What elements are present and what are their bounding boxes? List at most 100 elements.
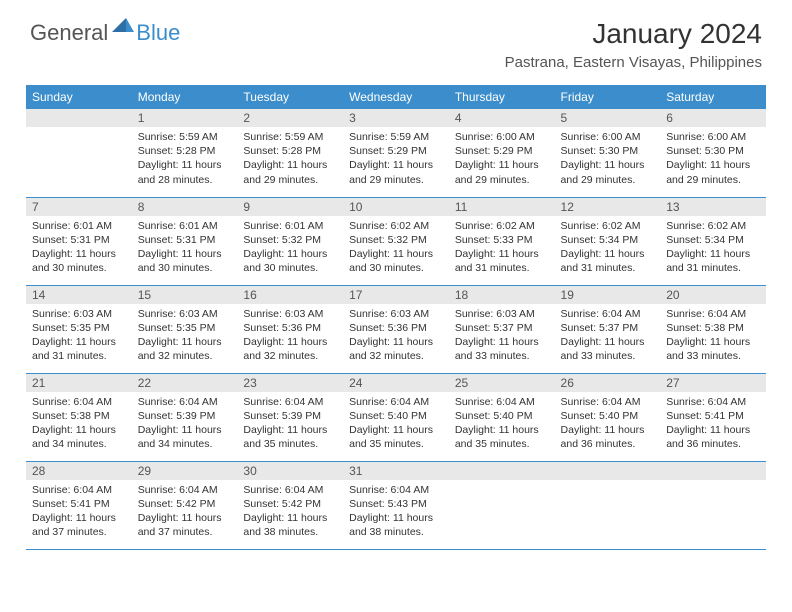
day-cell: 3Sunrise: 5:59 AMSunset: 5:29 PMDaylight…	[343, 109, 449, 197]
day-number	[449, 462, 555, 480]
day-number: 5	[555, 109, 661, 127]
day-number: 25	[449, 374, 555, 392]
day-cell: 24Sunrise: 6:04 AMSunset: 5:40 PMDayligh…	[343, 373, 449, 461]
day-number: 3	[343, 109, 449, 127]
day-details: Sunrise: 6:03 AMSunset: 5:36 PMDaylight:…	[343, 304, 449, 368]
day-details: Sunrise: 6:03 AMSunset: 5:35 PMDaylight:…	[26, 304, 132, 368]
day-cell	[555, 461, 661, 549]
day-details: Sunrise: 6:04 AMSunset: 5:40 PMDaylight:…	[449, 392, 555, 456]
day-details: Sunrise: 6:04 AMSunset: 5:37 PMDaylight:…	[555, 304, 661, 368]
header: General Blue January 2024 Pastrana, East…	[0, 0, 792, 77]
day-cell: 10Sunrise: 6:02 AMSunset: 5:32 PMDayligh…	[343, 197, 449, 285]
day-number: 22	[132, 374, 238, 392]
day-cell: 17Sunrise: 6:03 AMSunset: 5:36 PMDayligh…	[343, 285, 449, 373]
col-tuesday: Tuesday	[237, 85, 343, 109]
day-details: Sunrise: 6:03 AMSunset: 5:35 PMDaylight:…	[132, 304, 238, 368]
day-cell: 31Sunrise: 6:04 AMSunset: 5:43 PMDayligh…	[343, 461, 449, 549]
day-number: 31	[343, 462, 449, 480]
day-details: Sunrise: 6:02 AMSunset: 5:33 PMDaylight:…	[449, 216, 555, 280]
day-cell: 19Sunrise: 6:04 AMSunset: 5:37 PMDayligh…	[555, 285, 661, 373]
day-number: 30	[237, 462, 343, 480]
day-number	[555, 462, 661, 480]
day-details: Sunrise: 6:04 AMSunset: 5:41 PMDaylight:…	[26, 480, 132, 544]
day-details: Sunrise: 6:00 AMSunset: 5:29 PMDaylight:…	[449, 127, 555, 191]
day-cell: 23Sunrise: 6:04 AMSunset: 5:39 PMDayligh…	[237, 373, 343, 461]
day-details: Sunrise: 5:59 AMSunset: 5:28 PMDaylight:…	[132, 127, 238, 191]
day-number: 28	[26, 462, 132, 480]
day-details: Sunrise: 6:03 AMSunset: 5:36 PMDaylight:…	[237, 304, 343, 368]
logo-triangle-icon	[112, 18, 134, 37]
day-details: Sunrise: 6:01 AMSunset: 5:31 PMDaylight:…	[26, 216, 132, 280]
day-details: Sunrise: 6:02 AMSunset: 5:32 PMDaylight:…	[343, 216, 449, 280]
day-cell: 21Sunrise: 6:04 AMSunset: 5:38 PMDayligh…	[26, 373, 132, 461]
day-details: Sunrise: 6:04 AMSunset: 5:41 PMDaylight:…	[660, 392, 766, 456]
day-cell: 4Sunrise: 6:00 AMSunset: 5:29 PMDaylight…	[449, 109, 555, 197]
day-details: Sunrise: 6:04 AMSunset: 5:42 PMDaylight:…	[237, 480, 343, 544]
day-details: Sunrise: 6:01 AMSunset: 5:32 PMDaylight:…	[237, 216, 343, 280]
week-row: 1Sunrise: 5:59 AMSunset: 5:28 PMDaylight…	[26, 109, 766, 197]
logo-text-general: General	[30, 20, 108, 46]
day-details: Sunrise: 6:04 AMSunset: 5:40 PMDaylight:…	[555, 392, 661, 456]
day-details: Sunrise: 6:00 AMSunset: 5:30 PMDaylight:…	[660, 127, 766, 191]
day-cell: 11Sunrise: 6:02 AMSunset: 5:33 PMDayligh…	[449, 197, 555, 285]
location-text: Pastrana, Eastern Visayas, Philippines	[505, 54, 762, 71]
day-number: 23	[237, 374, 343, 392]
day-details: Sunrise: 6:00 AMSunset: 5:30 PMDaylight:…	[555, 127, 661, 191]
title-block: January 2024 Pastrana, Eastern Visayas, …	[505, 18, 762, 71]
day-details: Sunrise: 6:02 AMSunset: 5:34 PMDaylight:…	[555, 216, 661, 280]
col-saturday: Saturday	[660, 85, 766, 109]
day-number: 1	[132, 109, 238, 127]
day-cell: 16Sunrise: 6:03 AMSunset: 5:36 PMDayligh…	[237, 285, 343, 373]
day-number	[660, 462, 766, 480]
day-number: 7	[26, 198, 132, 216]
day-cell: 22Sunrise: 6:04 AMSunset: 5:39 PMDayligh…	[132, 373, 238, 461]
day-cell	[449, 461, 555, 549]
week-row: 14Sunrise: 6:03 AMSunset: 5:35 PMDayligh…	[26, 285, 766, 373]
day-number: 16	[237, 286, 343, 304]
logo: General Blue	[30, 18, 180, 47]
day-number: 4	[449, 109, 555, 127]
day-details: Sunrise: 6:03 AMSunset: 5:37 PMDaylight:…	[449, 304, 555, 368]
day-cell	[660, 461, 766, 549]
day-cell: 5Sunrise: 6:00 AMSunset: 5:30 PMDaylight…	[555, 109, 661, 197]
day-cell: 25Sunrise: 6:04 AMSunset: 5:40 PMDayligh…	[449, 373, 555, 461]
col-sunday: Sunday	[26, 85, 132, 109]
day-cell: 14Sunrise: 6:03 AMSunset: 5:35 PMDayligh…	[26, 285, 132, 373]
day-cell: 8Sunrise: 6:01 AMSunset: 5:31 PMDaylight…	[132, 197, 238, 285]
day-number: 8	[132, 198, 238, 216]
day-details: Sunrise: 5:59 AMSunset: 5:29 PMDaylight:…	[343, 127, 449, 191]
day-number: 18	[449, 286, 555, 304]
col-monday: Monday	[132, 85, 238, 109]
day-details: Sunrise: 5:59 AMSunset: 5:28 PMDaylight:…	[237, 127, 343, 191]
day-number: 12	[555, 198, 661, 216]
day-number: 20	[660, 286, 766, 304]
day-number: 19	[555, 286, 661, 304]
day-details: Sunrise: 6:04 AMSunset: 5:42 PMDaylight:…	[132, 480, 238, 544]
day-number: 15	[132, 286, 238, 304]
day-details: Sunrise: 6:04 AMSunset: 5:39 PMDaylight:…	[132, 392, 238, 456]
day-cell: 26Sunrise: 6:04 AMSunset: 5:40 PMDayligh…	[555, 373, 661, 461]
day-number: 11	[449, 198, 555, 216]
day-cell: 13Sunrise: 6:02 AMSunset: 5:34 PMDayligh…	[660, 197, 766, 285]
day-cell: 27Sunrise: 6:04 AMSunset: 5:41 PMDayligh…	[660, 373, 766, 461]
day-number: 9	[237, 198, 343, 216]
week-row: 21Sunrise: 6:04 AMSunset: 5:38 PMDayligh…	[26, 373, 766, 461]
col-wednesday: Wednesday	[343, 85, 449, 109]
day-number: 21	[26, 374, 132, 392]
day-details: Sunrise: 6:04 AMSunset: 5:39 PMDaylight:…	[237, 392, 343, 456]
day-cell: 9Sunrise: 6:01 AMSunset: 5:32 PMDaylight…	[237, 197, 343, 285]
day-cell: 12Sunrise: 6:02 AMSunset: 5:34 PMDayligh…	[555, 197, 661, 285]
day-details: Sunrise: 6:02 AMSunset: 5:34 PMDaylight:…	[660, 216, 766, 280]
day-number: 14	[26, 286, 132, 304]
day-number: 2	[237, 109, 343, 127]
day-cell: 2Sunrise: 5:59 AMSunset: 5:28 PMDaylight…	[237, 109, 343, 197]
day-number: 6	[660, 109, 766, 127]
day-cell: 1Sunrise: 5:59 AMSunset: 5:28 PMDaylight…	[132, 109, 238, 197]
day-number: 17	[343, 286, 449, 304]
day-details: Sunrise: 6:04 AMSunset: 5:40 PMDaylight:…	[343, 392, 449, 456]
day-number: 24	[343, 374, 449, 392]
header-row: Sunday Monday Tuesday Wednesday Thursday…	[26, 85, 766, 109]
day-cell: 6Sunrise: 6:00 AMSunset: 5:30 PMDaylight…	[660, 109, 766, 197]
day-details: Sunrise: 6:04 AMSunset: 5:43 PMDaylight:…	[343, 480, 449, 544]
day-cell: 20Sunrise: 6:04 AMSunset: 5:38 PMDayligh…	[660, 285, 766, 373]
